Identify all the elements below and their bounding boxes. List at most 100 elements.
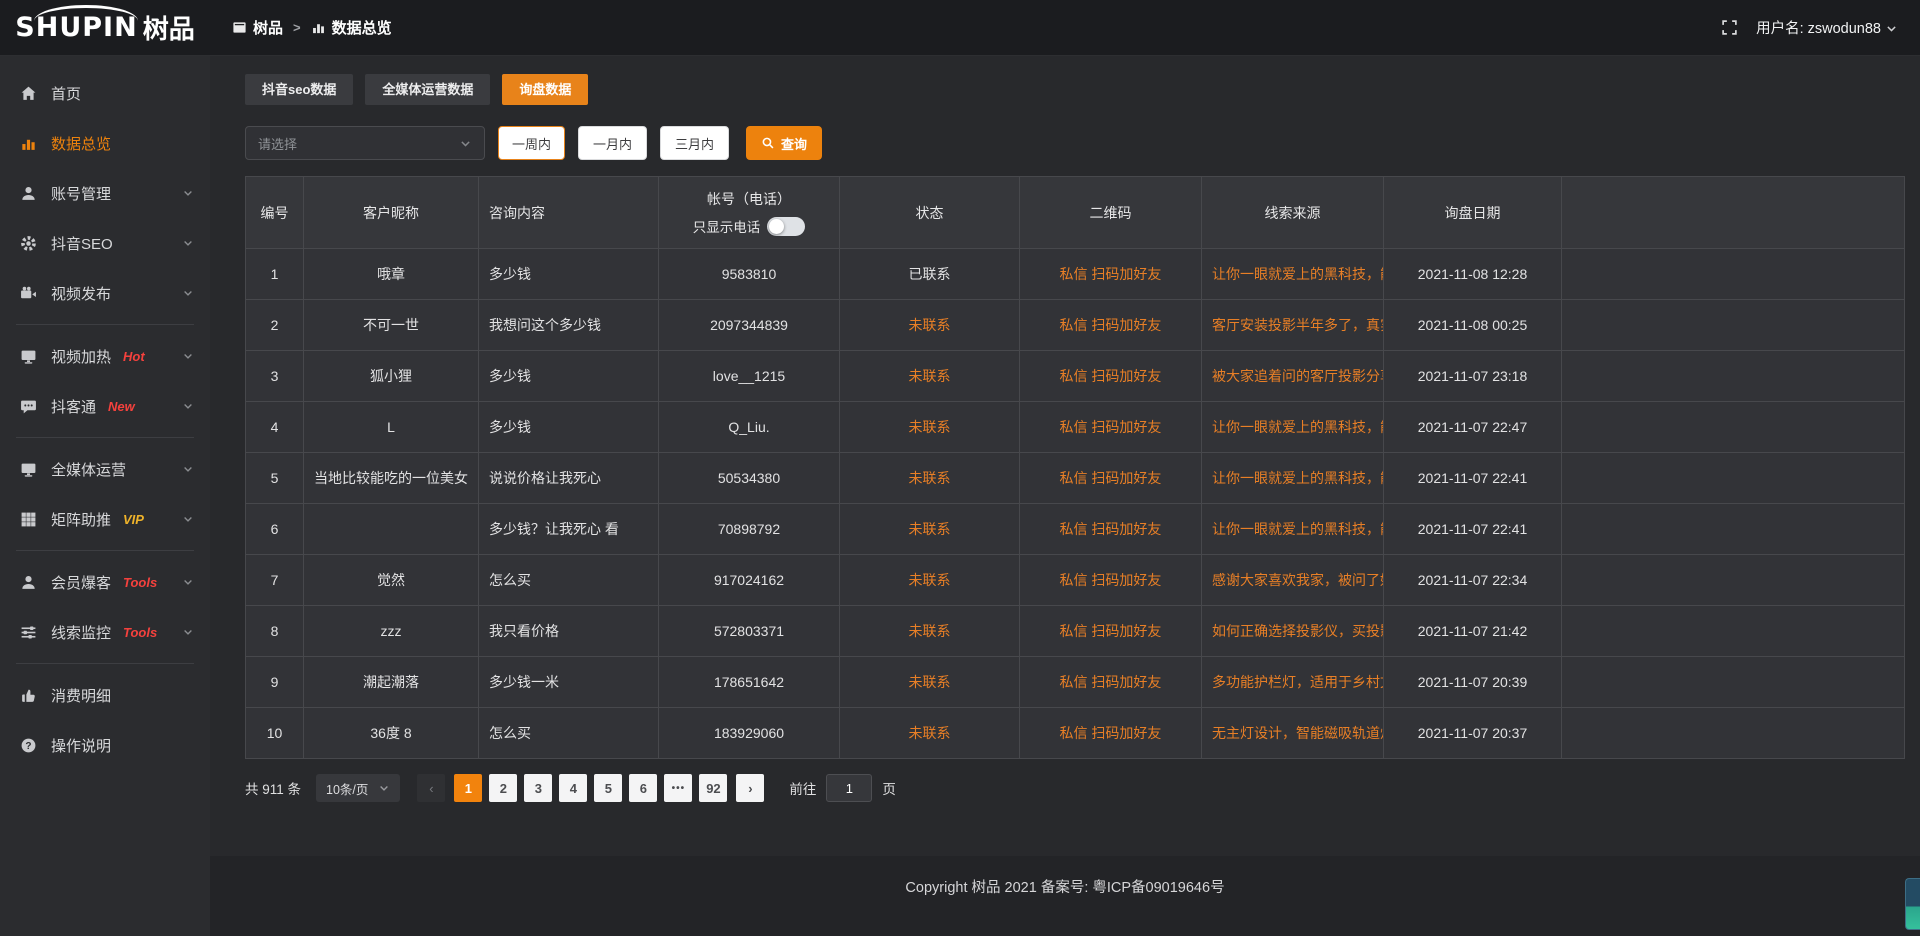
sidebar-item-label: 线索监控 [51,624,112,642]
header-date: 询盘日期 [1383,176,1562,249]
cell-source-link[interactable]: 多功能护栏灯，适用于乡村文... [1201,656,1384,708]
page-button-6[interactable]: 6 [629,774,658,802]
tab-inquiry-data[interactable]: 询盘数据 [502,74,589,105]
cell-account: 70898792 [658,503,840,555]
account-select[interactable]: 请选择 [245,126,485,160]
filter-bar: 请选择 一周内 一月内 三月内 查询 [245,126,1920,160]
gear-icon [20,235,38,252]
cell-id: 2 [245,299,304,351]
cell-source-link[interactable]: 无主灯设计，智能磁吸轨道灯... [1201,707,1384,759]
fullscreen-icon[interactable] [1721,19,1738,36]
prev-page-button[interactable]: ‹ [417,774,446,802]
sidebar-item-home[interactable]: 首页 [0,68,210,118]
goto-page: 前往 页 [789,774,896,802]
user-menu[interactable]: 用户名: zswodun88 [1756,17,1898,38]
cell-account: 9583810 [658,248,840,300]
cell-source-link[interactable]: 让你一眼就爱上的黑科技，能... [1201,503,1384,555]
page-more-button[interactable]: ••• [664,774,693,802]
period-button-week[interactable]: 一周内 [498,126,566,160]
cell-id: 9 [245,656,304,708]
total-count: 共 911 条 [245,782,302,797]
sidebar-item-lead-monitor[interactable]: 线索监控 Tools [0,607,210,657]
cell-qrcode-links[interactable]: 私信 扫码加好友 [1019,656,1202,708]
table-row: 5 当地比较能吃的一位美女 说说价格让我死心 50534380 未联系 私信 扫… [245,452,1905,504]
cell-source-link[interactable]: 让你一眼就爱上的黑科技，能... [1201,452,1384,504]
cell-content: 多少钱一米 [478,656,659,708]
chevron-down-icon [182,513,194,525]
page-button-3[interactable]: 3 [524,774,553,802]
sidebar-item-data-overview[interactable]: 数据总览 [0,118,210,168]
cell-qrcode-links[interactable]: 私信 扫码加好友 [1019,401,1202,453]
header-nickname: 客户昵称 [303,176,479,249]
page-button-2[interactable]: 2 [489,774,518,802]
cell-qrcode-links[interactable]: 私信 扫码加好友 [1019,299,1202,351]
cell-id: 4 [245,401,304,453]
sidebar-item-douyin-seo[interactable]: 抖音SEO [0,218,210,268]
cell-date: 2021-11-07 20:39 [1383,656,1562,708]
tab-omnimedia-data[interactable]: 全媒体运营数据 [365,74,491,105]
breadcrumb-item-data-overview[interactable]: 数据总览 [311,17,392,38]
sidebar-item-account-management[interactable]: 账号管理 [0,168,210,218]
page-button-5[interactable]: 5 [594,774,623,802]
goto-suffix: 页 [882,782,896,797]
sidebar-item-video-publish[interactable]: 视频发布 [0,268,210,318]
main-content: 抖音seo数据 全媒体运营数据 询盘数据 请选择 一周内 一月内 三月内 查询 [210,56,1920,936]
cell-source-link[interactable]: 如何正确选择投影仪，买投影... [1201,605,1384,657]
goto-page-input[interactable] [826,774,873,802]
cell-status: 未联系 [839,452,1020,504]
chevron-down-icon [182,400,194,412]
cell-nickname: 不可一世 [303,299,479,351]
cell-qrcode-links[interactable]: 私信 扫码加好友 [1019,350,1202,402]
search-button[interactable]: 查询 [746,126,823,160]
cell-source-link[interactable]: 被大家追着问的客厅投影分享... [1201,350,1384,402]
cell-account: 917024162 [658,554,840,606]
app-logo[interactable]: SHUPIN 树品 [0,0,210,55]
page-button-92[interactable]: 92 [699,774,728,802]
sidebar-item-member-burst[interactable]: 会员爆客 Tools [0,557,210,607]
cell-nickname [303,503,479,555]
next-page-button[interactable]: › [736,774,765,802]
header-source: 线索来源 [1201,176,1384,249]
cell-id: 10 [245,707,304,759]
page-button-1[interactable]: 1 [454,774,483,802]
cell-content: 我想问这个多少钱 [478,299,659,351]
sidebar-item-label: 抖音SEO [51,235,113,253]
cell-qrcode-links[interactable]: 私信 扫码加好友 [1019,605,1202,657]
cell-date: 2021-11-08 12:28 [1383,248,1562,300]
page-button-4[interactable]: 4 [559,774,588,802]
cell-source-link[interactable]: 让你一眼就爱上的黑科技，能... [1201,401,1384,453]
sidebar-item-matrix-boost[interactable]: 矩阵助推 VIP [0,494,210,544]
cell-nickname: 潮起潮落 [303,656,479,708]
cell-source-link[interactable]: 让你一眼就爱上的黑科技，能... [1201,248,1384,300]
customer-service-widget[interactable] [1905,878,1920,930]
cell-qrcode-links[interactable]: 私信 扫码加好友 [1019,503,1202,555]
sidebar-item-spending-details[interactable]: 消费明细 [0,670,210,720]
cell-source-link[interactable]: 感谢大家喜欢我家，被问了好... [1201,554,1384,606]
footer: Copyright 树品 2021 备案号: 粤ICP备09019646号 [210,856,1920,936]
sidebar-item-instructions[interactable]: ? 操作说明 [0,720,210,770]
cell-qrcode-links[interactable]: 私信 扫码加好友 [1019,452,1202,504]
chevron-down-icon [182,350,194,362]
cell-qrcode-links[interactable]: 私信 扫码加好友 [1019,554,1202,606]
page-size-select[interactable]: 10条/页 [316,774,401,802]
phone-only-toggle[interactable] [767,216,806,236]
topbar-right: 用户名: zswodun88 [1721,17,1920,38]
chevron-down-icon [459,137,472,150]
sidebar-item-omnimedia-operation[interactable]: 全媒体运营 [0,444,210,494]
period-button-quarter[interactable]: 三月内 [660,126,730,160]
period-button-month[interactable]: 一月内 [578,126,648,160]
cell-source-link[interactable]: 客厅安装投影半年多了，真实... [1201,299,1384,351]
sidebar-item-video-heating[interactable]: 视频加热 Hot [0,331,210,381]
cell-qrcode-links[interactable]: 私信 扫码加好友 [1019,707,1202,759]
thumb-up-icon [20,687,38,704]
breadcrumb-item-shupin[interactable]: 树品 [232,17,283,38]
sidebar-item-douketong[interactable]: 抖客通 New [0,381,210,431]
table-row: 10 36度 8 怎么买 183929060 未联系 私信 扫码加好友 无主灯设… [245,707,1905,759]
cell-filler [1561,656,1905,708]
cell-filler [1561,554,1905,606]
cell-content: 多少钱 [478,401,659,453]
cell-qrcode-links[interactable]: 私信 扫码加好友 [1019,248,1202,300]
chevron-down-icon [182,463,194,475]
header-content: 咨询内容 [478,176,659,249]
tab-douyin-seo-data[interactable]: 抖音seo数据 [245,74,354,105]
